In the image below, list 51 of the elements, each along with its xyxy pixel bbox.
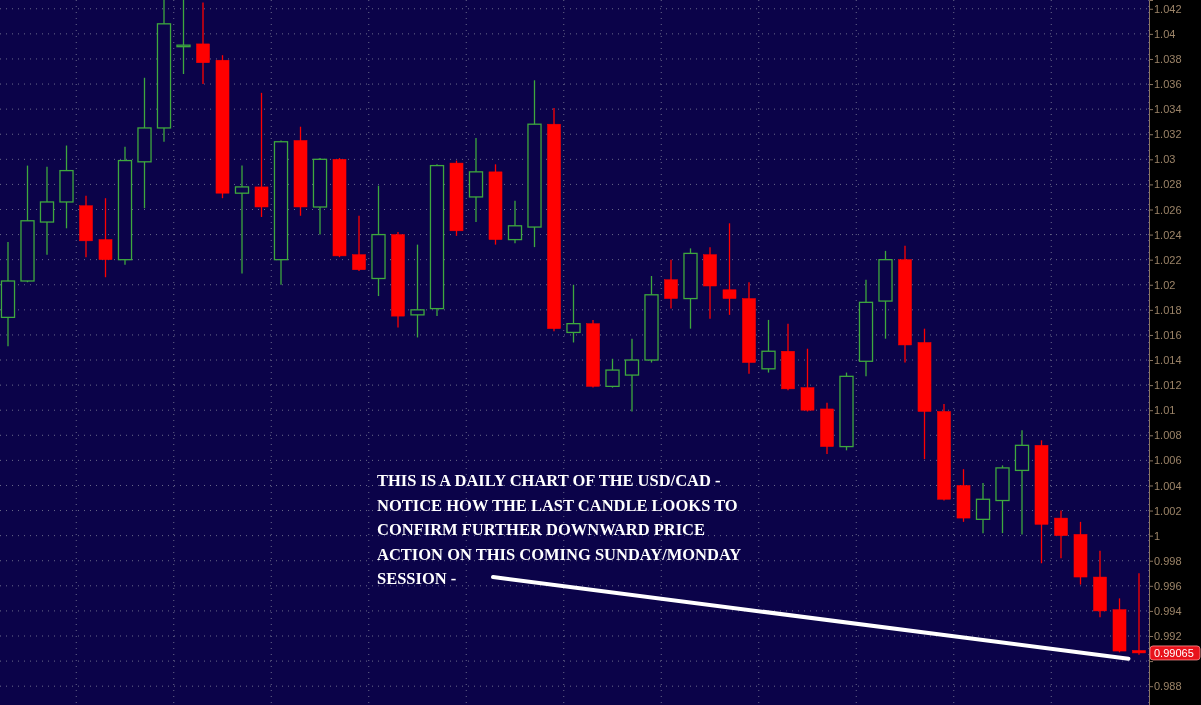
y-tick-label: 1.022 bbox=[1154, 253, 1182, 266]
candlestick bbox=[507, 200, 523, 245]
candlestick bbox=[761, 319, 776, 374]
y-tick-label: 1.038 bbox=[1154, 52, 1182, 65]
candlestick bbox=[1132, 572, 1146, 656]
candlestick bbox=[234, 164, 250, 275]
y-tick-label: 1.014 bbox=[1154, 354, 1182, 367]
candlestick bbox=[39, 166, 55, 256]
y-tick-label: 1.012 bbox=[1154, 379, 1182, 392]
y-tick-label: 1.008 bbox=[1154, 429, 1182, 442]
candlestick bbox=[722, 222, 737, 316]
candlestick bbox=[1054, 509, 1068, 559]
y-tick-label: 1 bbox=[1154, 529, 1161, 542]
annotation: NOTICE HOW THE LAST CANDLE LOOKS TO bbox=[377, 495, 738, 515]
y-tick-label: 1.034 bbox=[1154, 103, 1182, 116]
y-tick-label: 1.004 bbox=[1154, 479, 1182, 492]
y-tick-label: 1.024 bbox=[1154, 228, 1182, 241]
y-tick-label: 0.992 bbox=[1154, 630, 1182, 643]
y-tick-label: 0.988 bbox=[1154, 680, 1182, 693]
y-tick-label: 1.016 bbox=[1154, 328, 1182, 341]
candlestick bbox=[605, 358, 620, 389]
candlestick bbox=[98, 197, 113, 278]
annotation: ACTION ON THIS COMING SUNDAY/MONDAY bbox=[377, 544, 742, 564]
annotation: CONFIRM FURTHER DOWNWARD PRICE bbox=[377, 520, 706, 539]
candlestick bbox=[410, 243, 425, 339]
y-tick-label: 1.002 bbox=[1154, 504, 1182, 517]
y-tick-label: 0.996 bbox=[1154, 579, 1182, 592]
y-tick-label: 1.026 bbox=[1154, 203, 1182, 216]
candlestick bbox=[196, 1, 210, 85]
y-tick-label: 1.042 bbox=[1154, 2, 1182, 15]
annotation: THIS IS A DAILY CHART OF THE USD/CAD - bbox=[377, 471, 721, 490]
y-tick-label: 0.994 bbox=[1154, 604, 1182, 617]
candlestick bbox=[254, 92, 269, 218]
candlestick bbox=[800, 348, 815, 413]
y-tick-label: 1.006 bbox=[1154, 454, 1182, 467]
candlestick bbox=[352, 215, 366, 272]
candlestick bbox=[664, 259, 678, 310]
text: 0.99065 bbox=[1154, 646, 1194, 659]
y-tick-label: 1.032 bbox=[1154, 128, 1182, 141]
candlestick bbox=[624, 338, 640, 413]
y-tick-label: 0.998 bbox=[1154, 554, 1182, 567]
y-tick-label: 1.03 bbox=[1154, 153, 1176, 166]
y-tick-label: 1.028 bbox=[1154, 178, 1182, 191]
annotation: SESSION - bbox=[377, 569, 457, 588]
y-tick-label: 1.036 bbox=[1154, 78, 1182, 91]
y-tick-label: 1.018 bbox=[1154, 303, 1182, 316]
y-tick-label: 1.01 bbox=[1154, 404, 1176, 417]
y-tick-label: 1.02 bbox=[1154, 278, 1176, 291]
candlestick bbox=[975, 482, 991, 534]
y-tick-label: 1.04 bbox=[1154, 27, 1176, 40]
candlestick bbox=[566, 284, 581, 344]
